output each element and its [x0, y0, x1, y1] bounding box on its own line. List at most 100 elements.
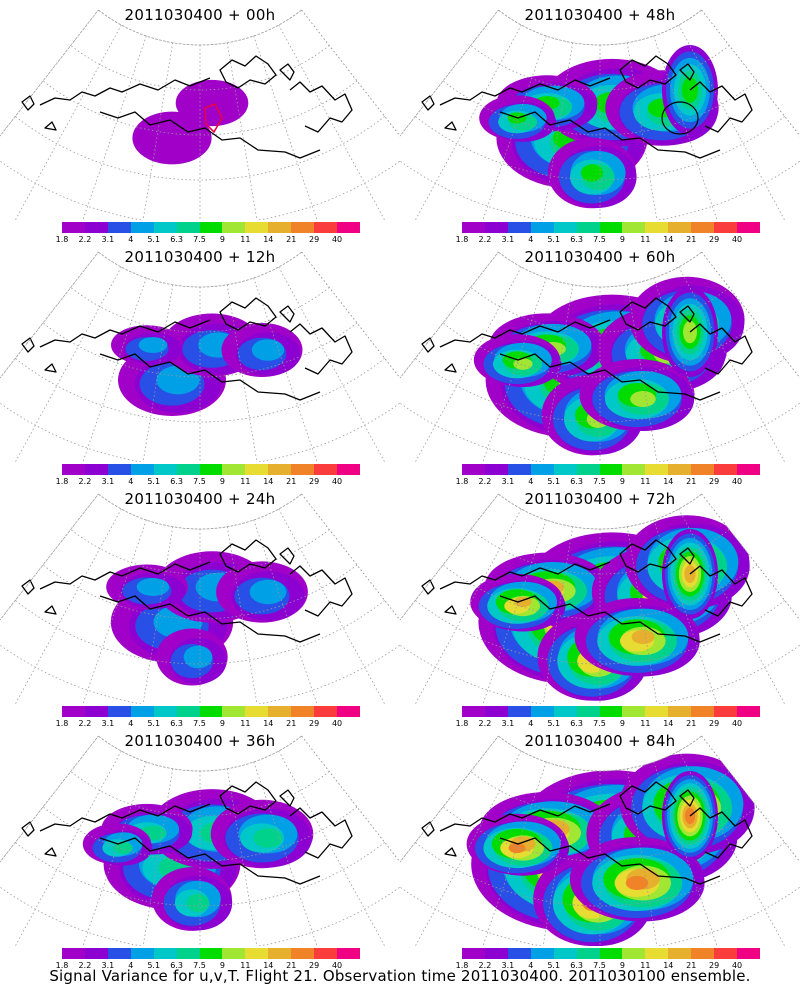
variance-contour [631, 629, 655, 645]
colorbar-tick-label: 3.1 [101, 235, 115, 244]
highlight-contour [204, 102, 223, 134]
coastline-segment [39, 803, 211, 832]
coastline-segment [279, 63, 295, 81]
colorbar-cell [576, 706, 600, 717]
panel-title: 2011030400 + 00h [124, 6, 276, 24]
colorbar-cell [153, 222, 177, 233]
colorbar-cell [645, 948, 669, 959]
coastline-segment [439, 77, 611, 106]
colorbar-tick-label: 14 [663, 477, 674, 486]
coastline-segment [44, 605, 57, 615]
coastline-segment [444, 605, 457, 615]
variance-field [106, 551, 308, 686]
longitude-line [301, 735, 400, 863]
colorbar-cell [84, 948, 108, 959]
colorbar-cell [130, 706, 154, 717]
coastline-segment [499, 595, 721, 643]
colorbar-cell [268, 706, 292, 717]
colorbar-tick-label: 40 [331, 719, 343, 728]
latitude-line [42, 80, 358, 136]
colorbar-tick-label: 6.3 [570, 961, 583, 970]
longitude-line [278, 24, 386, 220]
colorbar-tick-label: 6.3 [170, 235, 183, 244]
coastline-segment [679, 547, 695, 565]
colorbar-cell [153, 706, 177, 717]
panel-t72: 2011030400 + 72h 1.8 2.2 3.1 4 5.1 6.3 7.5 9 11 1… [400, 484, 800, 728]
coastline-segment [99, 111, 321, 159]
colorbar-cell [622, 222, 646, 233]
colorbar-tick-label: 7.5 [593, 235, 606, 244]
colorbar [462, 706, 760, 717]
colorbar-cell [222, 222, 246, 233]
colorbar-cell [291, 948, 315, 959]
colorbar-cell [599, 706, 623, 717]
colorbar-cell [530, 948, 554, 959]
colorbar-tick-label: 5.1 [547, 235, 561, 244]
latitude-line [415, 842, 785, 907]
variance-contour [113, 842, 133, 854]
longitude-line [301, 251, 400, 379]
colorbar-cell [691, 948, 715, 959]
colorbar-cell [576, 464, 600, 475]
colorbar-tick-label: 14 [263, 961, 274, 970]
coastline-segment [289, 565, 353, 617]
coastline-segment [689, 807, 753, 859]
latitude-line [442, 564, 758, 620]
coastline-segment [44, 363, 57, 373]
colorbar-labels: 1.8 2.2 3.1 4 5.1 6.3 7.5 9 11 14 21 29 40 [456, 961, 760, 971]
colorbar-tick-label: 29 [309, 477, 320, 486]
colorbar-cell [691, 464, 715, 475]
colorbar-cell [245, 706, 269, 717]
colorbar-tick-label: 9 [219, 961, 225, 970]
latitude-line [15, 358, 385, 423]
colorbar-tick-label: 5.1 [547, 961, 561, 970]
colorbar-cell [645, 706, 669, 717]
colorbar-tick-label: 11 [640, 477, 651, 486]
colorbar-cell [107, 222, 131, 233]
colorbar-tick-label: 14 [663, 719, 674, 728]
colorbar-tick-label: 21 [686, 961, 697, 970]
latitude-line [415, 358, 785, 423]
coastline-segment [279, 547, 295, 565]
colorbar-cell [462, 222, 485, 233]
variance-contour [249, 579, 287, 605]
variance-contour [625, 876, 649, 890]
variance-contour [183, 645, 213, 669]
panel-t84: 2011030400 + 84h 1.8 2.2 3.1 4 5.1 6.3 7.5 9 11 1… [400, 726, 800, 971]
variance-map [400, 9, 800, 220]
colorbar-cell [199, 464, 223, 475]
colorbar-tick-label: 3.1 [501, 477, 515, 486]
colorbar-cell [576, 948, 600, 959]
colorbar-cell [84, 464, 108, 475]
colorbar [462, 464, 760, 475]
colorbar-tick-label: 21 [286, 235, 297, 244]
colorbar-cell [222, 948, 246, 959]
variance-field [466, 753, 755, 946]
colorbar-tick-label: 7.5 [193, 961, 206, 970]
colorbar-tick-label: 3.1 [101, 477, 115, 486]
colorbar-cell [130, 222, 154, 233]
longitude-line [226, 42, 258, 220]
colorbar-cell [668, 464, 692, 475]
colorbar-cell [553, 706, 577, 717]
colorbar-cell [245, 464, 269, 475]
colorbar-tick-label: 1.8 [455, 961, 469, 970]
colorbar-tick-label: 9 [619, 477, 625, 486]
coastline-segment [619, 55, 677, 89]
colorbar-labels: 1.8 2.2 3.1 4 5.1 6.3 7.5 9 11 14 21 29 40 [456, 477, 760, 487]
colorbar-cell [314, 222, 338, 233]
colorbar [62, 706, 360, 717]
variance-field [470, 515, 750, 701]
panel-t36: 2011030400 + 36h 1.8 2.2 3.1 4 5.1 6.3 7.5 9 11 1… [0, 726, 400, 971]
coastline-segment [679, 63, 695, 81]
colorbar-cell [553, 464, 577, 475]
latitude-line [415, 116, 785, 181]
panel-title: 2011030400 + 12h [124, 248, 276, 266]
coastline-segment [44, 121, 57, 131]
panel-t60: 2011030400 + 60h 1.8 2.2 3.1 4 5.1 6.3 7.5 9 11 1… [400, 242, 800, 487]
coastline-segment [689, 323, 753, 375]
colorbar-tick-label: 3.1 [101, 719, 115, 728]
colorbar-labels: 1.8 2.2 3.1 4 5.1 6.3 7.5 9 11 14 21 29 40 [56, 961, 360, 971]
panel-title: 2011030400 + 72h [524, 490, 676, 508]
colorbar-tick-label: 1.8 [55, 477, 69, 486]
